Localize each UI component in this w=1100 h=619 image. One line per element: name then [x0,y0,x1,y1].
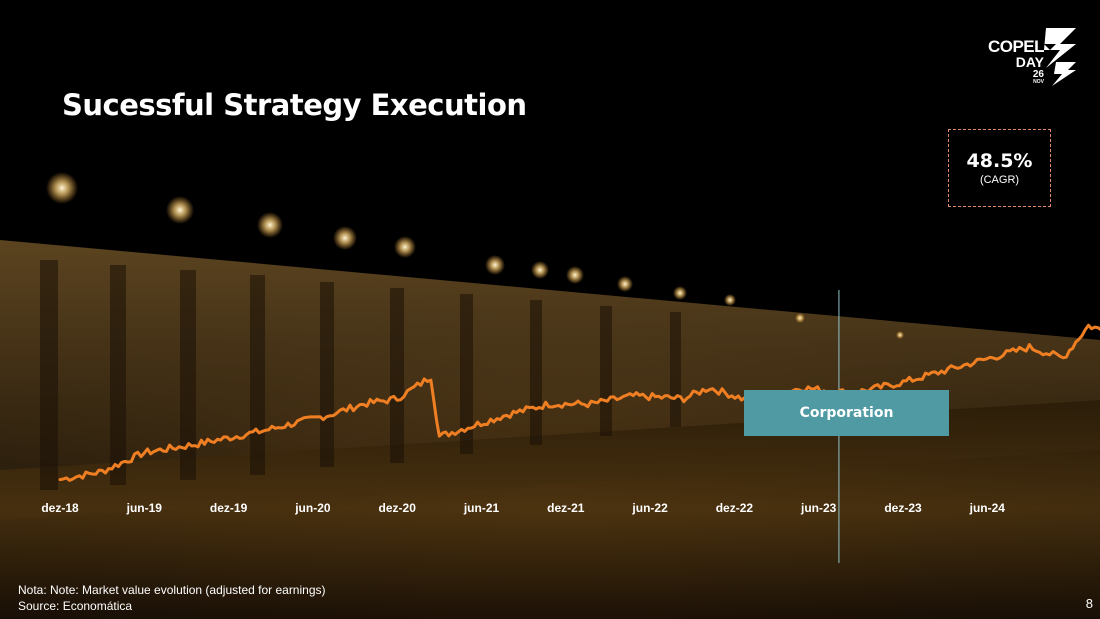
page-number: 8 [1085,596,1093,611]
x-tick-label: dez-18 [41,501,79,515]
x-tick-label: dez-19 [210,501,248,515]
x-tick-label: jun-20 [294,501,331,515]
x-tick-label: dez-23 [884,501,922,515]
x-tick-label: jun-19 [126,501,163,515]
copel-day-logo: COPEL DAY 26 NOV [988,24,1080,86]
page-title: Sucessful Strategy Execution [62,88,527,122]
x-tick-label: jun-22 [631,501,668,515]
x-tick-label: dez-21 [547,501,585,515]
lightning-bolt-icon [1044,28,1076,86]
footnote: Nota: Note: Market value evolution (adju… [18,582,326,614]
x-tick-label: jun-24 [969,501,1006,515]
cagr-callout: 48.5% (CAGR) [948,129,1051,207]
footnote-note: Nota: Note: Market value evolution (adju… [18,583,326,597]
cagr-value: 48.5% [966,150,1033,172]
x-tick-label: dez-20 [379,501,417,515]
x-tick-label: dez-22 [716,501,754,515]
corporation-callout: Corporation [744,390,949,436]
cagr-label: (CAGR) [979,174,1020,186]
series-line [58,323,1100,482]
x-tick-label: jun-21 [463,501,500,515]
footnote-source: Source: Economática [18,599,133,613]
x-tick-label: jun-23 [800,501,837,515]
